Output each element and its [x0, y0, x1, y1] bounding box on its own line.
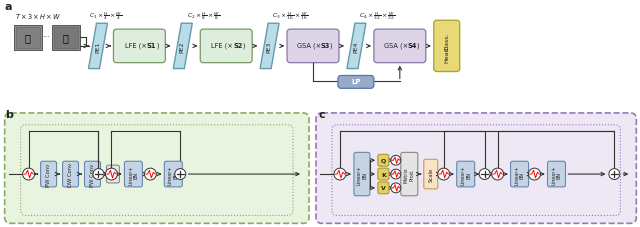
FancyBboxPatch shape [511, 162, 529, 187]
FancyBboxPatch shape [374, 30, 426, 63]
Text: S4: S4 [407, 43, 417, 49]
FancyBboxPatch shape [84, 162, 100, 187]
Text: LFE (×: LFE (× [125, 42, 147, 49]
Text: Matrix
Prod.: Matrix Prod. [404, 167, 415, 182]
Text: PE1: PE1 [95, 41, 100, 52]
FancyBboxPatch shape [434, 21, 460, 72]
Circle shape [609, 169, 620, 180]
FancyBboxPatch shape [378, 168, 389, 180]
Text: Linear+
BN: Linear+ BN [128, 165, 139, 184]
FancyBboxPatch shape [354, 153, 370, 196]
FancyBboxPatch shape [424, 160, 438, 189]
Text: Head: Head [444, 46, 449, 63]
Text: ): ) [417, 42, 419, 49]
Text: Linear+
BN: Linear+ BN [168, 165, 179, 184]
Bar [54, 28, 77, 49]
Text: ···: ··· [42, 33, 49, 42]
Text: Class.: Class. [444, 32, 449, 51]
FancyBboxPatch shape [316, 114, 636, 223]
Circle shape [145, 168, 156, 180]
Circle shape [93, 169, 104, 180]
Text: Scale: Scale [428, 167, 433, 181]
FancyBboxPatch shape [457, 162, 475, 187]
Text: DW Conv: DW Conv [68, 162, 73, 186]
Text: $T \times 3 \times H \times W$: $T \times 3 \times H \times W$ [15, 12, 61, 21]
Text: 🚴: 🚴 [25, 33, 31, 43]
Text: K: K [381, 172, 386, 177]
FancyBboxPatch shape [106, 165, 120, 183]
Circle shape [175, 169, 186, 180]
Circle shape [22, 168, 35, 180]
FancyBboxPatch shape [164, 162, 182, 187]
Text: Q: Q [381, 158, 386, 163]
FancyBboxPatch shape [547, 162, 566, 187]
FancyBboxPatch shape [40, 162, 56, 187]
Circle shape [106, 168, 118, 180]
Text: Linear+
BN: Linear+ BN [551, 165, 562, 184]
Text: Linear+
BN: Linear+ BN [356, 165, 367, 184]
Text: 🚴: 🚴 [63, 33, 68, 43]
Polygon shape [88, 24, 108, 69]
FancyBboxPatch shape [4, 114, 309, 223]
Text: $C_1 \times \frac{H}{4} \times \frac{W}{4}$: $C_1 \times \frac{H}{4} \times \frac{W}{… [89, 10, 122, 22]
Polygon shape [347, 24, 366, 69]
Text: $C_3 \times \frac{H}{16} \times \frac{W}{16}$: $C_3 \times \frac{H}{16} \times \frac{W}… [272, 10, 308, 22]
Text: a: a [4, 2, 12, 12]
Text: c: c [318, 109, 324, 119]
Bar [15, 28, 40, 49]
Bar [52, 26, 79, 51]
Text: V: V [381, 185, 386, 190]
Text: PW Conv: PW Conv [90, 163, 95, 186]
FancyBboxPatch shape [124, 162, 142, 187]
Text: Linear+
BN: Linear+ BN [460, 165, 471, 184]
Circle shape [391, 156, 401, 165]
Text: ): ) [330, 42, 332, 49]
Circle shape [529, 168, 541, 180]
Circle shape [479, 169, 490, 180]
Circle shape [391, 169, 401, 179]
Circle shape [438, 168, 450, 180]
Text: PE3: PE3 [267, 41, 271, 52]
FancyBboxPatch shape [401, 153, 418, 196]
Circle shape [391, 183, 401, 193]
Text: PE4: PE4 [353, 41, 358, 52]
Text: GSA (×: GSA (× [297, 42, 321, 49]
Text: BN: BN [109, 172, 116, 177]
Text: PW Conv: PW Conv [46, 163, 51, 186]
Circle shape [334, 168, 346, 180]
Text: S2: S2 [234, 43, 243, 49]
Bar [13, 26, 42, 51]
FancyBboxPatch shape [200, 30, 252, 63]
Text: b: b [4, 109, 13, 119]
FancyBboxPatch shape [287, 30, 339, 63]
Text: $C_4 \times \frac{H}{32} \times \frac{W}{32}$: $C_4 \times \frac{H}{32} \times \frac{W}… [358, 10, 395, 22]
Polygon shape [173, 24, 192, 69]
Text: LP: LP [351, 79, 361, 85]
Text: LFE (×: LFE (× [211, 42, 233, 49]
Text: Linear+
BN: Linear+ BN [514, 165, 525, 184]
FancyBboxPatch shape [113, 30, 165, 63]
Text: S3: S3 [320, 43, 330, 49]
FancyBboxPatch shape [338, 76, 374, 89]
Circle shape [492, 168, 504, 180]
Text: GSA (×: GSA (× [384, 42, 408, 49]
Text: ): ) [156, 42, 159, 49]
Text: $C_2 \times \frac{H}{8} \times \frac{W}{8}$: $C_2 \times \frac{H}{8} \times \frac{W}{… [187, 10, 220, 22]
FancyBboxPatch shape [63, 162, 79, 187]
FancyBboxPatch shape [378, 182, 389, 194]
FancyBboxPatch shape [378, 155, 389, 166]
Text: PE2: PE2 [180, 41, 185, 52]
Polygon shape [260, 24, 279, 69]
Text: ): ) [243, 42, 246, 49]
Text: S1: S1 [147, 43, 156, 49]
